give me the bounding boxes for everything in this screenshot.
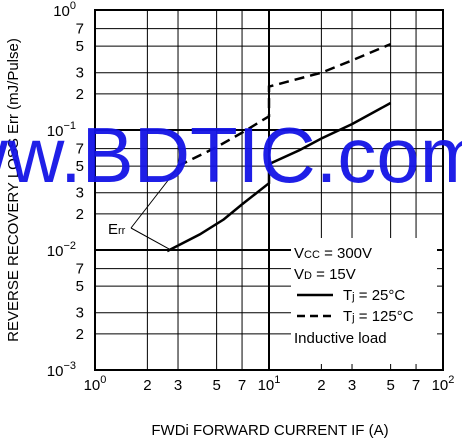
y-tick-label: 2 (76, 326, 84, 343)
y-tick-label: 7 (76, 21, 84, 38)
annotation-layer: Err (108, 169, 177, 250)
legend-entry: Tj = 125°C (343, 308, 414, 325)
y-tick-label: 10−1 (47, 120, 76, 140)
legend-box (291, 238, 437, 364)
x-tick-label: 7 (412, 377, 420, 394)
y-axis-title: REVERSE RECOVERY LOSS Err (mJ/Pulse) (5, 38, 22, 342)
y-tick-label: 7 (76, 141, 84, 158)
annotation-leader (130, 227, 170, 250)
x-axis-title: FWDi FORWARD CURRENT IF (A) (151, 422, 388, 439)
series-line-tj-25c (166, 101, 392, 253)
legend-entry: Tj = 25°C (343, 287, 405, 304)
legend-condition: VD = 15V (294, 266, 356, 283)
y-tick-label: 5 (76, 158, 84, 175)
x-tick-label: 101 (258, 374, 281, 394)
x-tick-label: 3 (174, 377, 182, 394)
y-tick-label: 3 (76, 65, 84, 82)
x-tick-label: 102 (432, 374, 455, 394)
y-tick-label: 7 (76, 261, 84, 278)
annotation-label: Err (108, 221, 126, 238)
y-tick-label: 5 (76, 278, 84, 295)
plot-frame (94, 9, 444, 371)
y-tick-label: 10−3 (47, 360, 76, 380)
y-tick-label: 2 (76, 86, 84, 103)
series-line-tj-125c (177, 42, 392, 168)
x-tick-label: 3 (348, 377, 356, 394)
y-tick-label: 10−2 (47, 240, 76, 260)
series-layer (166, 42, 392, 253)
legend-condition: VCC = 300V (294, 245, 372, 262)
x-tick-label: 5 (386, 377, 394, 394)
annotation-leader (130, 169, 177, 229)
x-tick-label: 2 (143, 377, 151, 394)
y-tick-label: 100 (53, 0, 76, 20)
y-tick-label: 2 (76, 206, 84, 223)
x-tick-label: 2 (317, 377, 325, 394)
x-tick-label: 5 (212, 377, 220, 394)
watermark: www.BDTIC.com (0, 111, 462, 199)
y-tick-label: 3 (76, 185, 84, 202)
y-tick-label: 3 (76, 305, 84, 322)
legend: VCC = 300V VD = 15V Tj = 25°C Tj = 125°C Ind… (291, 238, 437, 364)
legend-note: Inductive load (294, 330, 387, 347)
x-tick-label: 100 (84, 374, 107, 394)
x-tick-label: 7 (238, 377, 246, 394)
y-tick-label: 5 (76, 38, 84, 55)
